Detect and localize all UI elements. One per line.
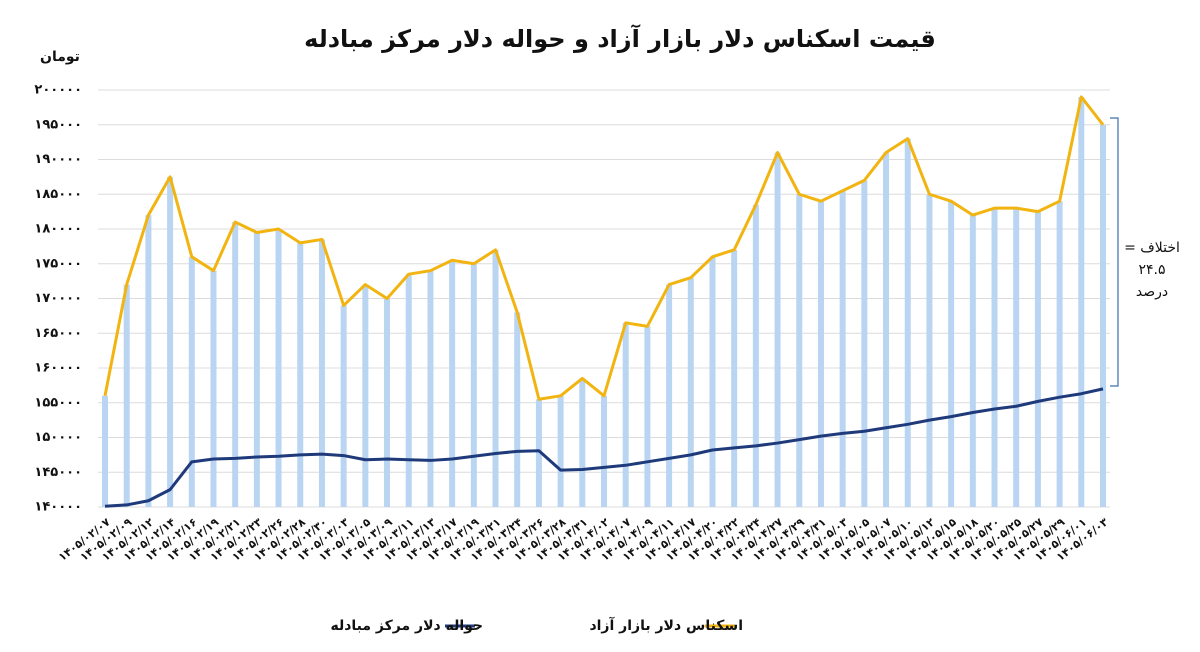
bar: [297, 242, 304, 507]
y-tick-label: ۱۷۰۰۰۰: [34, 291, 82, 306]
bar: [774, 152, 781, 508]
bar: [123, 284, 130, 507]
bar: [666, 284, 673, 507]
bar: [644, 326, 651, 507]
bar: [1013, 208, 1020, 507]
bar: [405, 274, 412, 507]
legend-label: حواله دلار مرکز مبادله: [330, 618, 483, 634]
y-tick-label: ۱۸۵۰۰۰: [34, 187, 82, 202]
y-tick-label: ۱۶۰۰۰۰: [34, 361, 82, 376]
bar: [275, 229, 282, 507]
y-tick-label: ۱۴۰۰۰۰: [34, 500, 82, 515]
bar: [817, 201, 824, 507]
bar: [969, 215, 976, 507]
bar: [948, 201, 955, 507]
y-tick-label: ۲۰۰۰۰۰: [34, 83, 82, 98]
bar: [839, 190, 846, 507]
annotation: درصد: [1136, 284, 1168, 300]
annotation: ۲۴.۵: [1138, 262, 1165, 278]
bar: [232, 222, 239, 508]
bar: [318, 239, 325, 508]
bar: [470, 263, 477, 507]
bar: [861, 180, 868, 507]
annotation-bracket: [1110, 117, 1119, 387]
bar: [1056, 201, 1063, 507]
bar: [579, 378, 586, 507]
bar: [145, 215, 152, 507]
bar: [622, 322, 629, 507]
y-tick-label: ۱۹۵۰۰۰: [34, 117, 82, 132]
bar: [557, 395, 564, 507]
bar: [210, 270, 217, 507]
bar: [384, 298, 391, 507]
bar: [492, 249, 499, 507]
bar: [1034, 211, 1041, 507]
bar: [188, 256, 195, 507]
legend-label: اسکناس دلار بازار آزاد: [589, 616, 743, 634]
y-tick-label: ۱۵۰۰۰۰: [34, 430, 82, 445]
bar: [535, 399, 542, 507]
chart-title: قیمت اسکناس دلار بازار آزاد و حواله دلار…: [304, 24, 936, 53]
bar: [601, 395, 607, 507]
bar: [449, 260, 456, 507]
bar: [253, 232, 260, 507]
bar: [731, 249, 738, 507]
bar: [427, 270, 434, 507]
bar: [340, 305, 347, 507]
bar: [904, 138, 911, 507]
bar: [102, 395, 108, 507]
y-tick-label: ۱۵۵۰۰۰: [34, 395, 82, 410]
series-line: [103, 95, 1105, 401]
y-tick-label: ۱۹۰۰۰۰: [34, 152, 82, 167]
bar: [752, 204, 759, 508]
bar: [1078, 96, 1085, 507]
bar: [991, 208, 998, 507]
bar: [709, 256, 716, 507]
bar: [167, 176, 174, 507]
series-line: [104, 387, 1104, 508]
bar: [926, 194, 933, 507]
bar: [1100, 124, 1106, 507]
y-tick-label: ۱۷۵۰۰۰: [34, 256, 82, 271]
bar: [514, 312, 521, 507]
y-axis-label: تومان: [40, 49, 80, 65]
annotation: اختلاف =: [1124, 240, 1180, 256]
bar: [362, 284, 369, 507]
bar: [687, 277, 694, 507]
bar: [796, 194, 803, 507]
y-tick-label: ۱۸۰۰۰۰: [34, 222, 82, 237]
y-tick-label: ۱۴۵۰۰۰: [34, 465, 82, 480]
y-tick-label: ۱۶۵۰۰۰: [34, 326, 82, 341]
bar: [883, 152, 890, 508]
